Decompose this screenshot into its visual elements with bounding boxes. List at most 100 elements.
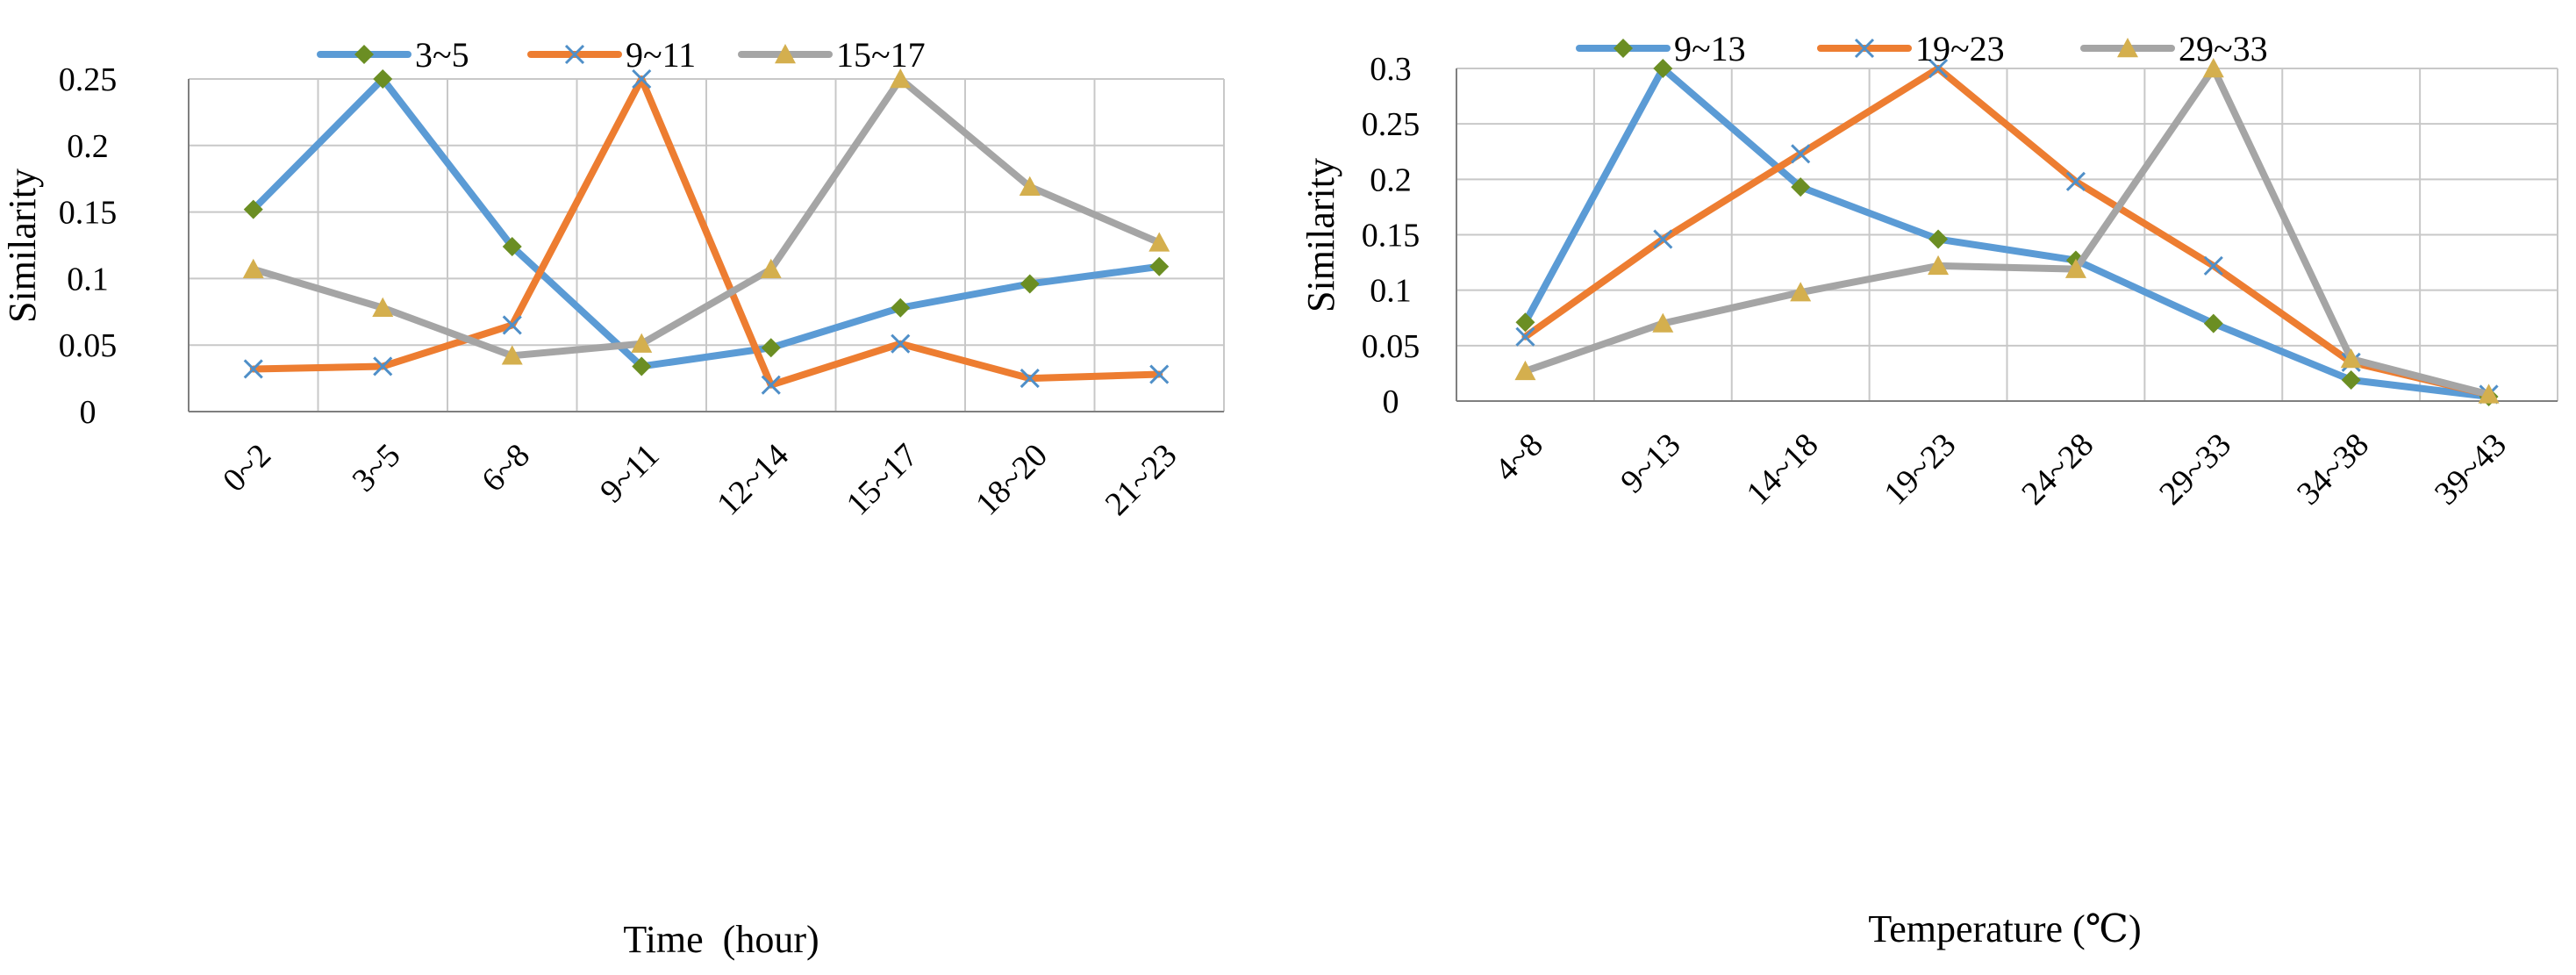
series-line <box>1521 65 2493 398</box>
marker-stroke <box>2203 255 2223 276</box>
data-point <box>1928 229 1949 249</box>
data-point <box>890 68 912 89</box>
gridlines <box>188 78 1225 412</box>
marker-stroke <box>891 333 911 354</box>
data-point <box>760 258 782 278</box>
data-point <box>2202 58 2224 78</box>
marker-stroke <box>1149 364 1170 384</box>
marker-stroke <box>373 356 393 376</box>
data-point <box>2203 313 2223 333</box>
series-triangle <box>242 68 1170 365</box>
y-tick-label: 0.2 <box>1370 161 1412 198</box>
x-tick-label: 12~14 <box>710 437 796 523</box>
data-point <box>632 68 652 90</box>
x-tick-label: 24~28 <box>2014 427 2100 513</box>
data-point <box>372 297 394 317</box>
time-similarity-chart: 0 0.05 0.1 0.15 0.2 0.25 0~2 3~5 6~8 9~11 12~14 15~… <box>1 35 1225 961</box>
data-point <box>1515 312 1535 333</box>
data-point <box>1514 360 1536 381</box>
data-point <box>2203 255 2223 276</box>
data-point <box>891 298 911 318</box>
data-point <box>632 356 652 376</box>
marker-stroke <box>2065 171 2086 191</box>
x-tick-label: 4~8 <box>1488 427 1550 489</box>
legend: 3~5 9~11 15~17 <box>317 35 926 75</box>
series-line <box>1521 65 2493 400</box>
x-tick-label: 14~18 <box>1740 427 1826 513</box>
data-point <box>1148 232 1170 252</box>
marker-stroke <box>1791 144 1811 164</box>
marker-stroke <box>1928 58 1949 79</box>
data-point <box>761 338 781 358</box>
data-point <box>631 333 653 353</box>
y-tick-label: 0.1 <box>67 261 109 298</box>
legend-label: 29~33 <box>2179 29 2268 68</box>
data-point <box>2064 258 2086 278</box>
data-point <box>1653 229 1673 249</box>
legend-item: 9~11 <box>527 35 696 75</box>
data-point <box>1928 255 1950 276</box>
y-tick-label: 0.25 <box>59 61 118 98</box>
x-tick-label: 18~20 <box>969 437 1055 523</box>
data-point <box>2340 348 2362 369</box>
data-point <box>1020 274 1040 294</box>
y-tick-label: 0.3 <box>1370 51 1412 88</box>
y-axis-title: Similarity <box>1299 158 1342 312</box>
series-line <box>1521 65 2493 398</box>
legend-label: 9~11 <box>626 35 696 75</box>
x-axis-title: Time (hour) <box>623 918 819 961</box>
y-tick-label: 0.05 <box>59 327 118 364</box>
data-point <box>242 258 264 278</box>
marker-stroke <box>1515 326 1535 347</box>
marker-stroke <box>632 68 652 90</box>
y-tick-label: 0.05 <box>1362 328 1420 365</box>
marker-stroke <box>1653 229 1673 249</box>
data-point <box>1020 369 1040 389</box>
data-point <box>373 69 393 89</box>
data-point <box>243 359 263 379</box>
x-tick-label: 39~43 <box>2428 427 2514 513</box>
legend-item: 29~33 <box>2080 29 2268 68</box>
data-point <box>1791 177 1811 197</box>
marker-stroke <box>1020 369 1040 389</box>
marker-stroke <box>502 315 522 335</box>
marker-stroke <box>243 359 263 379</box>
x-tick-label: 15~17 <box>840 437 926 523</box>
series-triangle <box>1514 58 2500 404</box>
data-point <box>502 237 522 257</box>
series-diamond <box>1515 59 2499 406</box>
data-point <box>2065 171 2086 191</box>
data-point <box>891 333 911 354</box>
marker-stroke <box>1854 38 1875 59</box>
y-tick-label: 0 <box>80 394 97 431</box>
legend-marker <box>354 45 374 64</box>
data-point <box>1149 364 1170 384</box>
series-x <box>1515 58 2499 405</box>
data-point <box>1515 326 1535 347</box>
legend-item: 15~17 <box>738 35 926 75</box>
data-point <box>1791 144 1811 164</box>
data-point <box>761 375 781 395</box>
legend-item: 3~5 <box>317 35 469 75</box>
legend-marker <box>1854 38 1875 59</box>
data-point <box>501 345 523 365</box>
y-tick-label: 0 <box>1383 384 1399 420</box>
series-diamond <box>243 69 1170 376</box>
legend-item: 19~23 <box>1817 29 2005 68</box>
y-tick-label: 0.15 <box>59 195 118 232</box>
series-line <box>249 75 1163 389</box>
data-point <box>1019 176 1041 196</box>
legend-label: 3~5 <box>415 35 469 75</box>
data-point <box>2478 384 2500 404</box>
y-tick-label: 0.15 <box>1362 218 1420 255</box>
y-tick-label: 0.2 <box>67 128 109 165</box>
legend-marker <box>775 44 796 64</box>
x-tick-label: 9~13 <box>1614 427 1688 501</box>
x-axis-title: Temperature (℃) <box>1868 907 2141 950</box>
x-tick-label: 29~33 <box>2152 427 2238 513</box>
legend-marker <box>564 44 585 65</box>
data-point <box>2341 369 2361 390</box>
legend: 9~13 19~23 29~33 <box>1576 29 2268 68</box>
series-line <box>249 75 1163 370</box>
